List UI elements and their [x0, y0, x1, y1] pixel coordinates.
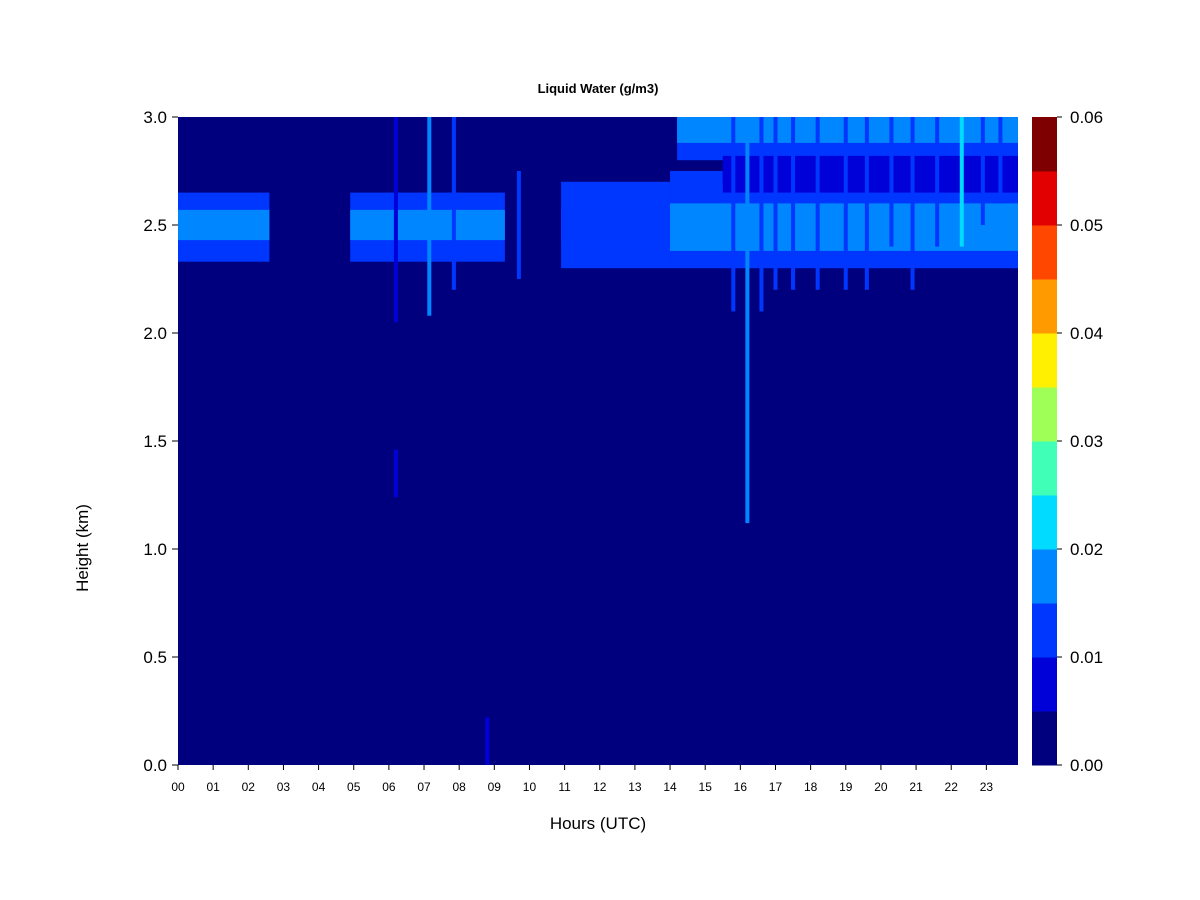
colorbar: 0.00 0.01 0.02 0.03 0.04 0.05 0.06: [1032, 108, 1103, 775]
x-tick-label: 14: [663, 780, 677, 794]
x-tick-label: 19: [839, 780, 853, 794]
colorbar-segment: [1032, 657, 1057, 712]
cloud-streak-4: [516, 171, 521, 279]
colorbar-tick-label: 0.01: [1070, 648, 1103, 667]
x-tick-label: 18: [804, 780, 818, 794]
cloud-streak-18: [980, 117, 985, 225]
cloud-streak-16: [935, 117, 940, 247]
cloud-streak-8: [759, 117, 764, 312]
cloud-streak-13: [864, 117, 869, 290]
colorbar-segment: [1032, 549, 1057, 604]
cloud-streak-15: [910, 117, 915, 290]
y-tick-label: 1.5: [143, 432, 167, 451]
colorbar-segment: [1032, 171, 1057, 226]
colorbar-tick-label: 0.02: [1070, 540, 1103, 559]
x-tick-label: 08: [452, 780, 466, 794]
colorbar-tick-label: 0.03: [1070, 432, 1103, 451]
cloud-streak-17: [959, 117, 964, 247]
x-axis: 00 01 02 03 04 05 06 07 08 09 10 11 12 13 14 15 16 17 18 19…: [171, 765, 993, 794]
x-tick-label: 16: [734, 780, 748, 794]
colorbar-segment: [1032, 603, 1057, 658]
x-tick-label: 09: [488, 780, 502, 794]
colorbar-segment: [1032, 387, 1057, 442]
colorbar-segment: [1032, 225, 1057, 280]
cloud-streak-1: [393, 449, 398, 498]
colorbar-segment: [1032, 711, 1057, 766]
cloud-core-2: [561, 207, 671, 243]
colorbar-tick-label: 0.04: [1070, 324, 1103, 343]
colorbar-tick-label: 0.00: [1070, 756, 1103, 775]
cloud-streak-2: [427, 117, 432, 316]
x-tick-label: 15: [699, 780, 713, 794]
x-tick-label: 13: [628, 780, 642, 794]
x-tick-label: 02: [242, 780, 256, 794]
colorbar-tick-label: 0.06: [1070, 108, 1103, 127]
colorbar-segment: [1032, 495, 1057, 550]
cloud-streak-11: [815, 117, 820, 290]
cloud-streak-5: [485, 717, 490, 765]
x-tick-label: 23: [980, 780, 994, 794]
colorbar-segment: [1032, 279, 1057, 334]
x-tick-label: 03: [277, 780, 291, 794]
cloud-core-5: [722, 164, 1018, 182]
x-tick-label: 17: [769, 780, 783, 794]
x-tick-label: 06: [382, 780, 396, 794]
cloud-core-0: [178, 209, 270, 241]
colorbar-segment: [1032, 441, 1057, 496]
cloud-streak-10: [791, 117, 796, 290]
chart-title: Liquid Water (g/m3): [538, 81, 659, 96]
x-tick-label: 05: [347, 780, 361, 794]
colorbar-segment: [1032, 333, 1057, 388]
x-tick-label: 07: [417, 780, 431, 794]
heatmap-plot-area: [178, 117, 1018, 765]
cloud-streak-0: [393, 117, 398, 323]
cloud-streak-19: [998, 117, 1003, 204]
x-tick-label: 00: [171, 780, 185, 794]
x-tick-label: 04: [312, 780, 326, 794]
x-tick-label: 22: [945, 780, 959, 794]
y-axis-label: Height (km): [73, 504, 92, 592]
y-tick-label: 0.5: [143, 648, 167, 667]
colorbar-segment: [1032, 117, 1057, 172]
y-tick-label: 3.0: [143, 108, 167, 127]
cloud-streak-9: [773, 117, 778, 290]
y-axis: 0.0 0.5 1.0 1.5 2.0 2.5 3.0: [143, 108, 178, 775]
y-tick-label: 0.0: [143, 756, 167, 775]
cloud-streak-12: [843, 117, 848, 290]
x-tick-label: 12: [593, 780, 607, 794]
cloud-streak-6: [731, 117, 736, 312]
x-tick-label: 20: [874, 780, 888, 794]
x-tick-label: 01: [206, 780, 220, 794]
x-tick-label: 10: [523, 780, 537, 794]
y-tick-label: 2.0: [143, 324, 167, 343]
x-tick-label: 11: [558, 780, 571, 794]
cloud-streak-14: [889, 117, 894, 247]
x-axis-label: Hours (UTC): [550, 814, 646, 833]
colorbar-tick-label: 0.05: [1070, 216, 1103, 235]
y-tick-label: 2.5: [143, 216, 167, 235]
cloud-streak-7: [745, 117, 750, 524]
cloud-streak-3: [451, 117, 456, 290]
x-tick-label: 21: [909, 780, 923, 794]
y-tick-label: 1.0: [143, 540, 167, 559]
